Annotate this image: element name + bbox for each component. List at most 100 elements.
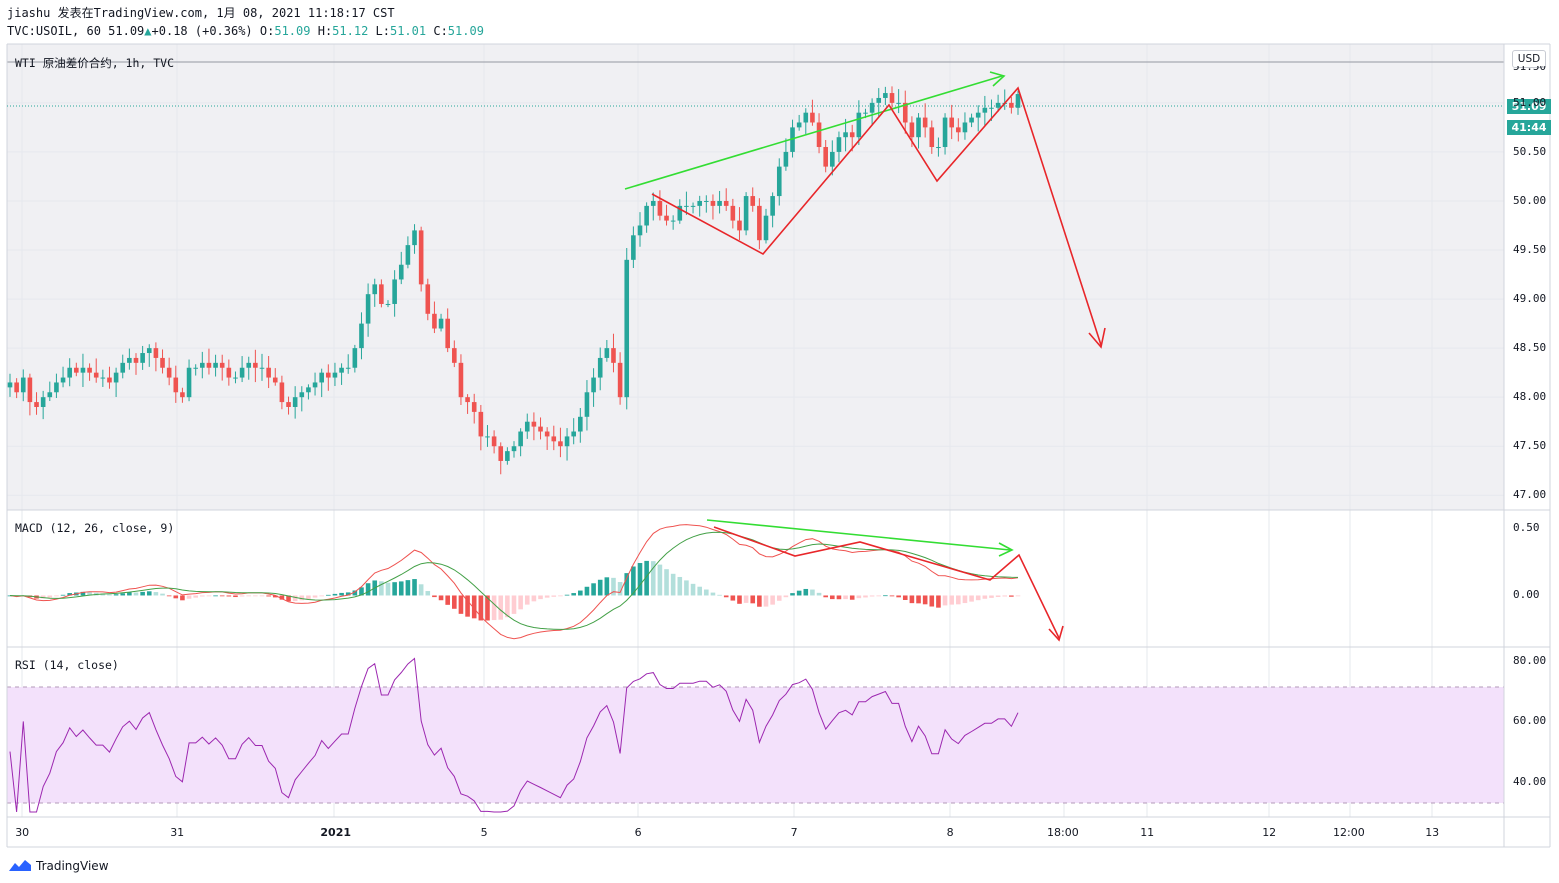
macd-hist-bar (140, 591, 145, 596)
candle-body (432, 313, 437, 329)
candle-body (796, 122, 802, 128)
candle-body (737, 220, 742, 231)
open-label: O: (259, 24, 275, 38)
macd-hist-bar (591, 583, 596, 596)
candle-body (339, 367, 344, 373)
candle-body (657, 200, 663, 216)
macd-hist-bar (843, 595, 848, 600)
main-pane-bg (7, 44, 1504, 510)
macd-hist-bar (770, 595, 775, 605)
time-tick-label: 13 (1425, 826, 1440, 839)
candle-body (7, 382, 13, 388)
candle-body (916, 117, 921, 138)
candle-body (74, 367, 79, 373)
macd-hist-bar (478, 595, 484, 621)
macd-hist-bar (902, 595, 908, 600)
macd-hist-bar (127, 592, 132, 596)
macd-hist-bar (763, 595, 769, 607)
macd-hist-bar (153, 592, 159, 596)
price-tick-label: 50.50 (1513, 144, 1547, 158)
macd-hist-bar (684, 580, 689, 596)
candle-body (253, 362, 258, 368)
candle-body (379, 284, 384, 304)
macd-hist-bar (571, 593, 576, 596)
macd-hist-bar (498, 595, 504, 620)
macd-hist-bar (485, 595, 490, 621)
candle-body (578, 416, 583, 432)
macd-hist-bar (219, 595, 225, 597)
price-tick-label: 48.50 (1513, 341, 1547, 355)
macd-hist-bar (299, 595, 305, 601)
candle-body (750, 196, 756, 206)
candle-body (704, 200, 709, 202)
macd-hist-bar (631, 566, 636, 596)
macd-hist-bar (272, 595, 278, 598)
candle-body (67, 367, 72, 378)
macd-hist-bar (279, 595, 285, 600)
footer-brand[interactable]: TradingView (8, 857, 109, 875)
grid-lines (7, 44, 1504, 817)
red-zigzag-price (651, 86, 1102, 346)
macd-hist-bar (743, 595, 749, 603)
time-tick-label: 8 (946, 826, 954, 839)
green-trendline-macd (706, 519, 1011, 551)
macd-hist-bar (962, 595, 968, 604)
candle-body (153, 348, 159, 358)
macd-hist-bar (54, 595, 59, 597)
candle-body (286, 402, 291, 407)
macd-hist-bar (60, 594, 66, 596)
candle-body (478, 411, 484, 437)
macd-hist-bar (558, 595, 563, 597)
macd-hist-bar (412, 579, 417, 596)
macd-hist-bar (584, 586, 590, 596)
candle-body (127, 357, 132, 363)
candle-body (856, 112, 862, 138)
macd-hist-bar (830, 595, 835, 600)
candle-body (902, 102, 908, 123)
candle-body (425, 284, 431, 314)
macd-hist-bar (810, 589, 815, 596)
macd-hist-bar (538, 595, 543, 600)
candle-body (1009, 102, 1014, 108)
macd-hist-bar (193, 595, 198, 598)
candle-body (909, 122, 915, 138)
rsi-tick-label: 80.00 (1513, 654, 1547, 668)
candle-body (180, 392, 185, 398)
macd-hist-bar (47, 595, 53, 598)
candle-body (352, 348, 358, 368)
candle-body (259, 367, 265, 369)
candle-body (631, 235, 636, 260)
macd-hist-bar (392, 582, 397, 596)
macd-hist-bar (120, 593, 126, 596)
macd-hist-bar (989, 595, 994, 598)
candle-body (306, 387, 311, 393)
candle-body (776, 166, 782, 197)
red-arrow-head-icon (1088, 327, 1106, 349)
candle-body (571, 431, 576, 437)
macd-hist-bar (803, 588, 809, 596)
currency-button[interactable]: USD (1512, 50, 1546, 68)
candle-body (20, 377, 26, 393)
candle-body (100, 377, 106, 379)
candle-body (783, 151, 789, 167)
macd-hist-bar (405, 580, 411, 596)
macd-hist-bar (723, 595, 729, 598)
tradingview-logo-icon (9, 860, 31, 871)
macd-hist-bar (650, 561, 656, 596)
macd-hist-bar (339, 592, 344, 596)
candle-body (272, 377, 278, 383)
macd-hist-bar (352, 590, 358, 596)
candle-body (949, 117, 954, 128)
candle-body (299, 392, 305, 398)
macd-hist-bar (213, 595, 218, 597)
candle-body (564, 436, 570, 447)
candle-body (186, 367, 192, 398)
macd-hist-bar (697, 586, 702, 596)
macd-hist-bar (750, 595, 756, 604)
macd-hist-bar (524, 595, 530, 605)
macd-hist-bar (982, 595, 988, 599)
macd-hist-bar (796, 590, 802, 596)
macd-hist-bar (146, 591, 152, 596)
macd-hist-bar (657, 564, 663, 596)
